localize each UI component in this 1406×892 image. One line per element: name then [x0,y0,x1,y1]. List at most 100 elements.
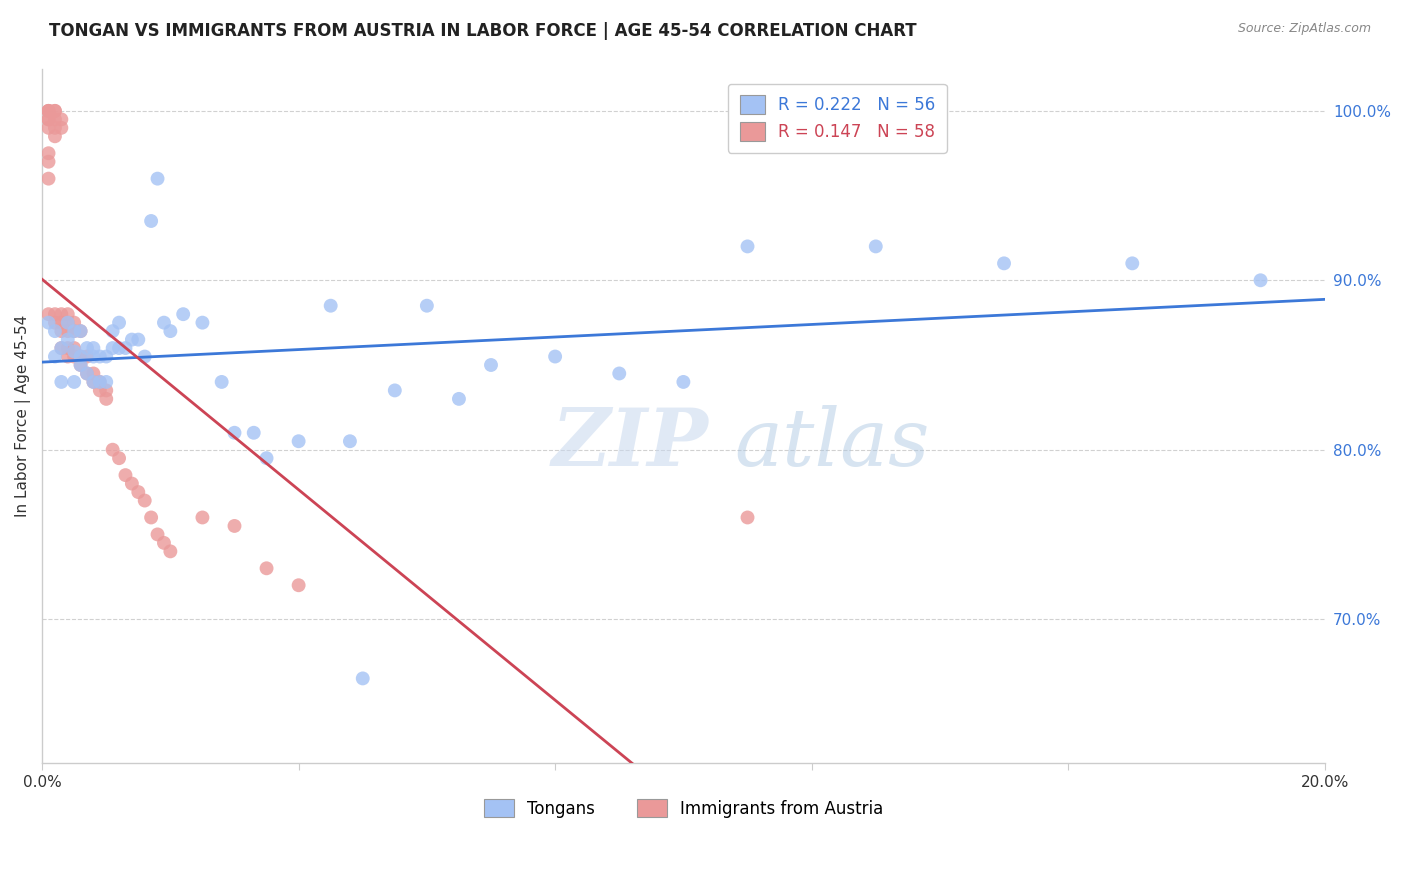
Point [69,350,91,364]
Point [38,154,60,169]
Point [51,120,73,135]
Point [82,375,104,389]
Point [38,307,60,321]
Point [63,350,86,364]
Text: TONGAN VS IMMIGRANTS FROM AUSTRIA IN LABOR FORCE | AGE 45-54 CORRELATION CHART: TONGAN VS IMMIGRANTS FROM AUSTRIA IN LAB… [49,22,917,40]
Point [339,434,361,449]
Point [127,485,149,500]
Point [89,375,111,389]
Point [51,112,73,127]
Point [101,324,124,338]
Point [76,367,98,381]
Point [737,239,759,253]
Point [352,672,374,686]
Point [211,375,233,389]
Point [89,350,111,364]
Point [108,341,131,355]
Point [82,350,104,364]
Point [38,112,60,127]
Point [607,367,630,381]
Point [139,214,162,228]
Point [38,146,60,161]
Point [63,324,86,338]
Point [96,350,118,364]
Point [51,341,73,355]
Point [256,451,278,466]
Point [38,103,60,118]
Point [69,358,91,372]
Point [51,316,73,330]
Point [191,316,214,330]
Point [672,375,695,389]
Point [38,316,60,330]
Text: Source: ZipAtlas.com: Source: ZipAtlas.com [1237,22,1371,36]
Point [44,316,66,330]
Point [224,519,246,533]
Point [38,120,60,135]
Point [134,493,156,508]
Point [76,350,98,364]
Point [63,344,86,359]
Point [172,307,194,321]
Point [287,578,309,592]
Point [287,434,309,449]
Point [63,375,86,389]
Point [101,341,124,355]
Point [56,333,79,347]
Point [44,129,66,144]
Point [153,316,176,330]
Point [737,510,759,524]
Point [416,299,439,313]
Point [82,341,104,355]
Point [96,375,118,389]
Point [224,425,246,440]
Point [191,510,214,524]
Point [114,341,136,355]
Point [101,442,124,457]
Point [56,316,79,330]
Point [56,324,79,338]
Legend: Tongans, Immigrants from Austria: Tongans, Immigrants from Austria [477,792,890,824]
Text: ZIP: ZIP [553,405,709,483]
Point [69,324,91,338]
Point [146,171,169,186]
Point [479,358,502,372]
Point [82,375,104,389]
Point [63,316,86,330]
Point [82,367,104,381]
Point [44,350,66,364]
Point [51,375,73,389]
Point [146,527,169,541]
Point [56,316,79,330]
Point [89,375,111,389]
Point [38,171,60,186]
Point [134,350,156,364]
Point [51,307,73,321]
Point [121,476,143,491]
Point [242,425,264,440]
Point [96,384,118,398]
Point [1250,273,1272,287]
Point [51,324,73,338]
Point [544,350,567,364]
Point [44,103,66,118]
Point [56,307,79,321]
Point [114,468,136,483]
Point [256,561,278,575]
Point [38,103,60,118]
Point [447,392,470,406]
Point [96,392,118,406]
Point [69,324,91,338]
Point [89,384,111,398]
Point [51,341,73,355]
Point [1121,256,1143,270]
Point [159,324,181,338]
Point [56,341,79,355]
Point [76,367,98,381]
Point [44,324,66,338]
Point [139,510,162,524]
Point [127,333,149,347]
Point [865,239,887,253]
Point [63,324,86,338]
Point [159,544,181,558]
